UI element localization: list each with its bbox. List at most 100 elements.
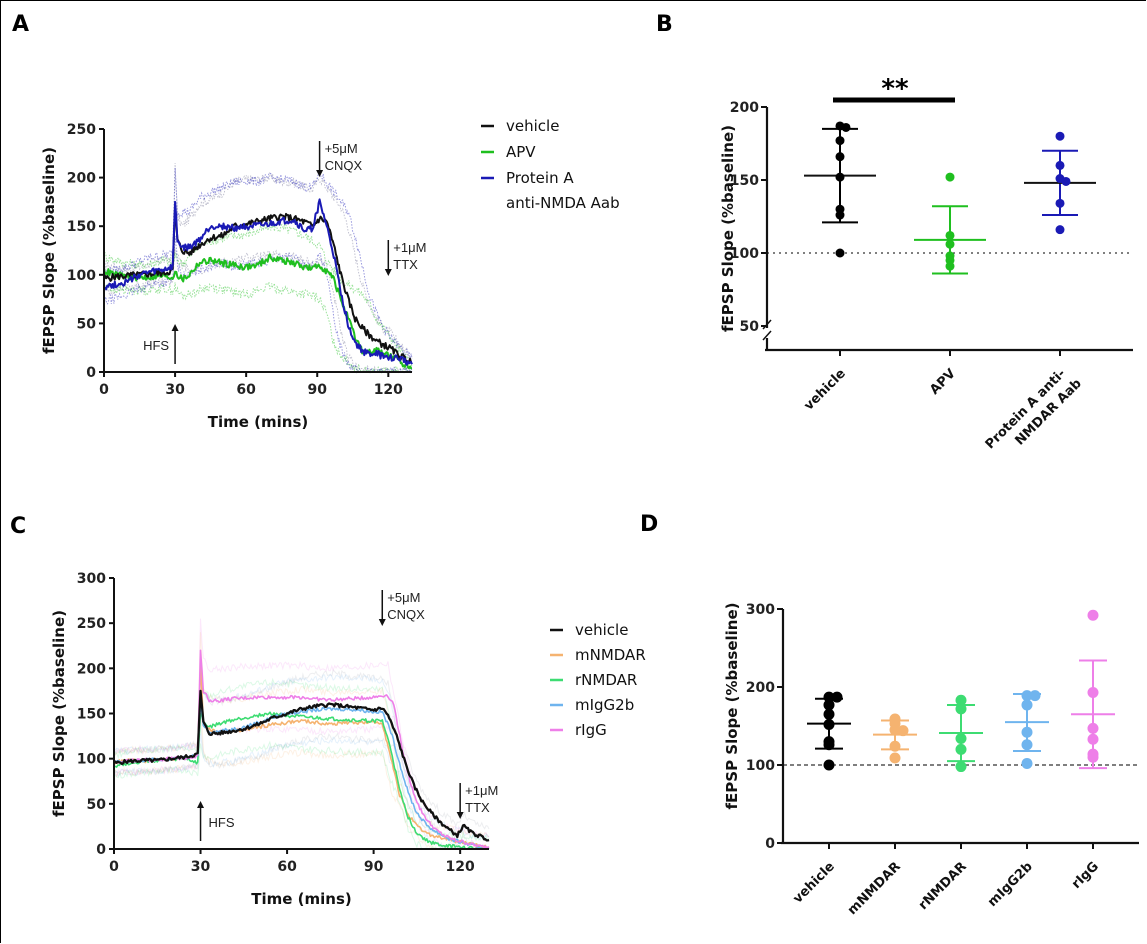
- data-point: [945, 172, 955, 182]
- data-point: [823, 699, 835, 711]
- legend-label: mNMDAR: [575, 646, 646, 664]
- data-point: [1029, 690, 1041, 702]
- series-0-sd-trace: [113, 659, 490, 830]
- x-axis-title: Time (mins): [251, 890, 352, 908]
- series-3-sd-trace: [113, 672, 490, 841]
- data-point: [1087, 686, 1099, 698]
- data-point: [1055, 131, 1065, 141]
- data-point: [889, 740, 901, 752]
- data-point: [955, 743, 967, 755]
- drug-label: +5μM: [387, 590, 420, 605]
- y-tick-label: 250: [77, 616, 106, 632]
- legend-label: vehicle: [575, 621, 628, 639]
- data-point: [1021, 726, 1033, 738]
- arrow-head-icon: [378, 619, 386, 626]
- data-point: [823, 739, 835, 751]
- data-point: [945, 239, 955, 249]
- series-4-sd-trace: [113, 681, 489, 851]
- y-tick-label: 200: [67, 171, 96, 187]
- data-point: [1055, 198, 1065, 208]
- data-point: [835, 210, 845, 220]
- panel-label-d: D: [640, 512, 659, 537]
- y-axis-title: fEPSP Slope (%baseline): [50, 610, 68, 817]
- data-point: [835, 172, 845, 182]
- drug-label: +1μM: [393, 240, 426, 255]
- hfs-label: HFS: [209, 815, 235, 830]
- drug-label: TTX: [465, 800, 490, 815]
- panel-label-a: A: [12, 12, 30, 37]
- y-tick-label: 50: [740, 319, 760, 335]
- x-tick-label: 90: [307, 382, 327, 398]
- series-line-protein-a-anti-nmda-aab: [103, 198, 413, 366]
- series-0-sd-lower-trace: [103, 248, 412, 374]
- x-tick-label: 90: [364, 859, 384, 875]
- data-point: [823, 718, 835, 730]
- arrow-head-icon: [197, 801, 205, 808]
- data-point: [823, 708, 835, 720]
- y-tick-label: 250: [67, 122, 96, 138]
- x-tick-label: 120: [374, 382, 403, 398]
- y-tick-label: 200: [77, 661, 106, 677]
- y-tick-label: 50: [77, 316, 97, 332]
- y-axis-title: fEPSP Slope (%baseline): [723, 602, 741, 809]
- y-tick-label: 150: [67, 219, 96, 235]
- data-point: [1087, 722, 1099, 734]
- data-point: [1021, 739, 1033, 751]
- axis-break-icon: [762, 319, 772, 330]
- x-tick-label: 30: [165, 382, 185, 398]
- legend-label: mIgG2b: [575, 696, 634, 714]
- arrow-head-icon: [171, 324, 179, 331]
- data-point: [823, 759, 835, 771]
- y-tick-label: 300: [746, 602, 775, 618]
- y-tick-label: 150: [77, 707, 106, 723]
- y-tick-label: 0: [765, 836, 775, 852]
- x-tick-label: 30: [191, 859, 211, 875]
- significance-stars: **: [881, 74, 909, 104]
- data-point: [955, 703, 967, 715]
- data-point: [945, 230, 955, 240]
- arrow-head-icon: [316, 170, 324, 177]
- data-point: [1021, 699, 1033, 711]
- data-point: [1055, 160, 1065, 170]
- data-point: [955, 694, 967, 706]
- drug-label: +5μM: [325, 141, 358, 156]
- y-tick-label: 100: [67, 268, 96, 284]
- x-tick-label: 0: [109, 859, 119, 875]
- data-point: [1087, 751, 1099, 763]
- arrow-head-icon: [456, 812, 464, 819]
- y-tick-label: 0: [96, 842, 106, 858]
- axis-break-icon: [762, 330, 772, 341]
- data-point: [835, 152, 845, 162]
- drug-label: TTX: [393, 257, 418, 272]
- x-category-label: mIgG2b: [985, 859, 1036, 910]
- series-4-sd-trace: [113, 618, 490, 841]
- data-point: [823, 691, 835, 703]
- x-tick-label: 60: [277, 859, 297, 875]
- data-point: [1021, 690, 1033, 702]
- legend-label: Protein A: [506, 169, 574, 187]
- drug-label: CNQX: [387, 607, 425, 622]
- drug-label: CNQX: [325, 158, 363, 173]
- y-tick-label: 0: [86, 365, 96, 381]
- y-tick-label: 50: [87, 797, 107, 813]
- x-tick-label: 120: [446, 859, 475, 875]
- y-tick-label: 100: [77, 752, 106, 768]
- series-0-sd-trace: [113, 722, 490, 850]
- data-point: [1021, 757, 1033, 769]
- data-point: [1087, 609, 1099, 621]
- y-tick-label: 300: [77, 571, 106, 587]
- data-point: [835, 136, 845, 146]
- x-category-label: rIgG: [1069, 859, 1102, 892]
- data-point: [889, 752, 901, 764]
- arrow-head-icon: [384, 269, 392, 276]
- y-axis-title: fEPSP Slope (%baseline): [40, 147, 58, 354]
- legend-label: rNMDAR: [575, 671, 637, 689]
- series-2-sd-trace: [113, 677, 490, 843]
- data-point: [1055, 225, 1065, 235]
- panel-label-b: B: [656, 12, 673, 37]
- legend-label: APV: [506, 143, 536, 161]
- x-category-label: vehicle: [790, 859, 837, 906]
